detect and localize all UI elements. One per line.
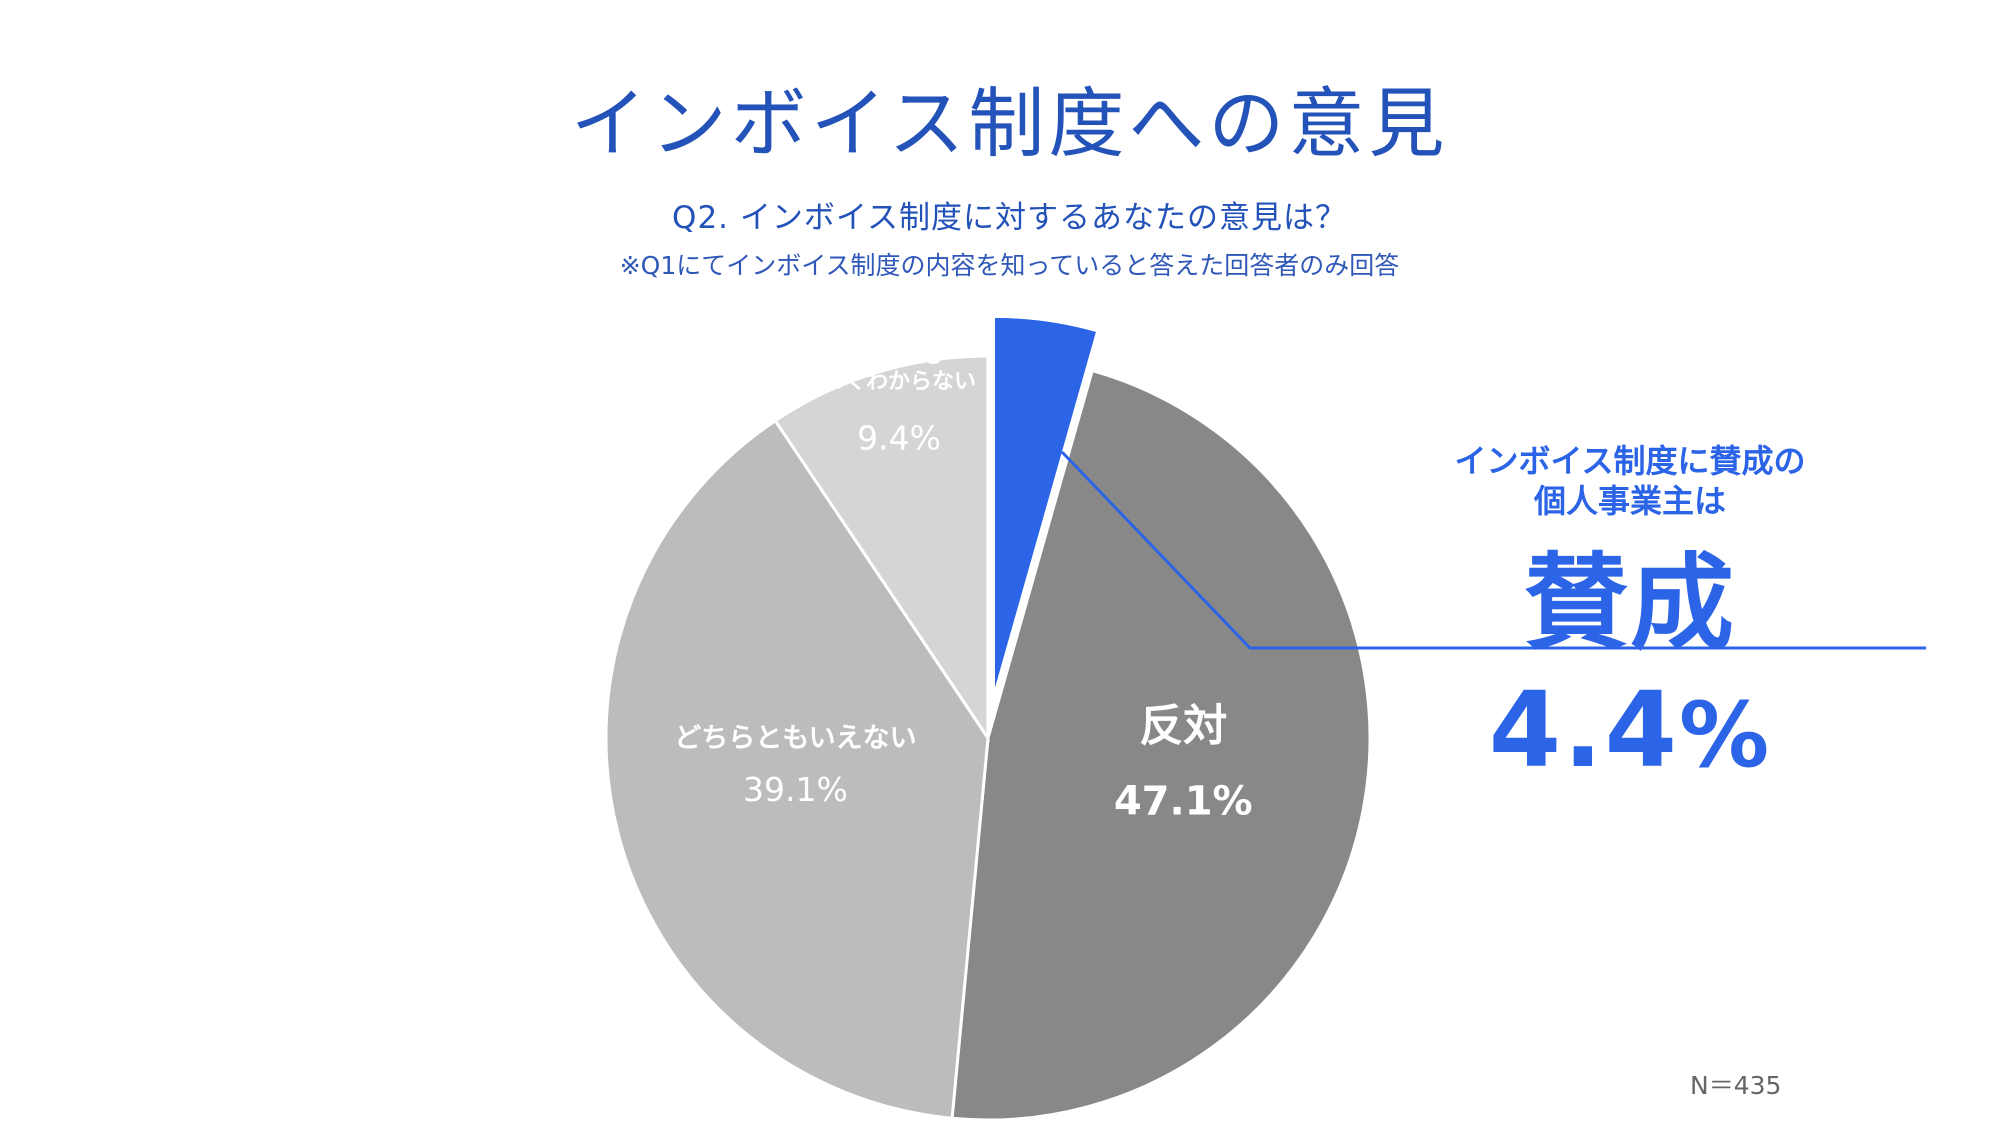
callout-highlight-value: 4.4 (1488, 669, 1680, 791)
chart-title: インボイス制度への意見 (570, 79, 1449, 168)
slice-label: 反対 (1139, 701, 1227, 752)
callout-line-2: 個人事業主は (1533, 482, 1726, 520)
question-text: Q2. インボイス制度に対するあなたの意見は？ (672, 200, 1347, 236)
callout-leader-line (1060, 450, 1926, 650)
callout-highlight-label: 賛成 (1523, 542, 1736, 664)
callout-line-1: インボイス制度に賛成の (1454, 442, 1806, 480)
pie-slice (773, 354, 990, 743)
pie-slices (604, 314, 1372, 1121)
pie-slice-labels: 反対 47.1% どちらともいえない 39.1% そもそもよくわからない 9.4% (674, 344, 1252, 825)
slice-label: そもそもよくわからない (822, 344, 976, 395)
slice-value-label: 9.4% (857, 419, 941, 458)
sample-size: N＝435 (1690, 1071, 1782, 1100)
respondent-note: ※Q1にてインボイス制度の内容を知っていると答えた回答者のみ回答 (619, 251, 1400, 280)
callout-highlight: 賛成4.4% (1390, 518, 1870, 791)
pie-slice (950, 368, 1372, 1121)
pie-slice (992, 314, 1100, 699)
slice-label: どちらともいえない (674, 723, 916, 754)
slice-value-label: 47.1% (1114, 779, 1253, 825)
slice-value-label: 39.1% (743, 770, 848, 809)
pie-slice (604, 418, 990, 1120)
callout-highlight-unit: % (1679, 683, 1772, 788)
